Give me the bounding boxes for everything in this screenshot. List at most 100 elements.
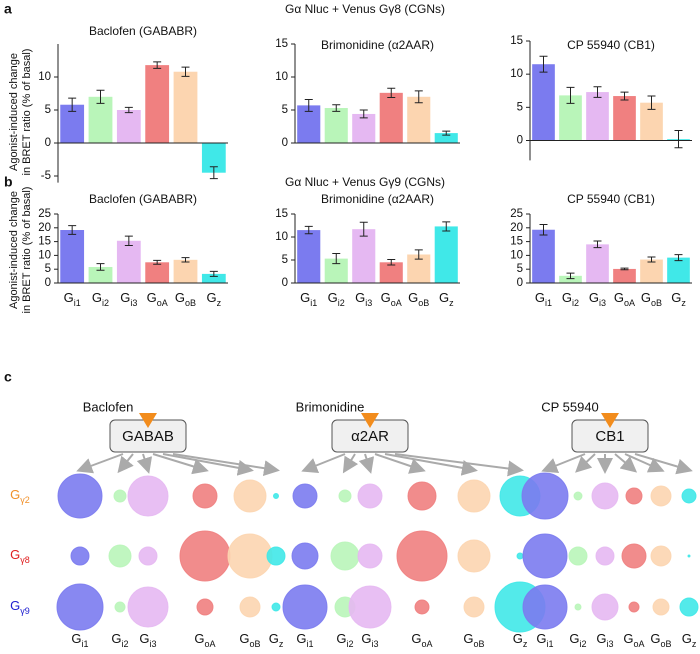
bar <box>613 96 636 141</box>
arrow <box>136 453 153 474</box>
error-bar <box>593 86 602 98</box>
category-label: Gγ9 <box>10 598 30 616</box>
chart-title: Baclofen (GABABR) <box>89 192 197 206</box>
bar <box>559 95 582 141</box>
bubble <box>407 481 437 511</box>
bubble <box>679 597 699 617</box>
bar <box>297 105 321 143</box>
category-label: Gi2 <box>569 631 586 649</box>
y-tick-label: 5 <box>282 254 288 266</box>
bubble <box>292 483 318 509</box>
agonist-label: Baclofen <box>83 399 134 414</box>
y-tick-label: -5 <box>41 170 51 182</box>
category-label: Gz <box>269 631 284 649</box>
error-bar <box>124 235 133 246</box>
bubble <box>348 585 392 629</box>
bubble <box>650 545 672 567</box>
bar <box>145 65 170 143</box>
category-label: GoA <box>614 290 635 308</box>
bar <box>116 240 141 283</box>
error-bar <box>153 61 162 69</box>
bubble <box>522 533 568 579</box>
y-tick-label: 15 <box>510 236 523 248</box>
y-tick-label: 0 <box>45 277 51 289</box>
category-label: GoA <box>147 290 168 308</box>
bar <box>173 259 198 283</box>
bubble <box>357 483 383 509</box>
bar <box>324 258 348 283</box>
bubble <box>591 593 619 621</box>
arrow <box>394 453 524 477</box>
y-tick-label: 0 <box>282 277 288 289</box>
category-label: Gi3 <box>120 290 137 308</box>
bar <box>116 110 141 143</box>
category-label: Gi2 <box>328 290 345 308</box>
category-label: Gi1 <box>536 631 553 649</box>
chart-title: Brimonidine (α2AAR) <box>321 192 434 206</box>
bar <box>640 102 663 141</box>
category-label: Gz <box>439 290 454 308</box>
error-bar <box>414 90 423 104</box>
bubble <box>70 546 90 566</box>
category-label: GoA <box>411 631 432 649</box>
error-bar <box>153 259 162 265</box>
arrow <box>76 453 124 474</box>
error-bar <box>620 91 629 101</box>
bar <box>379 262 403 283</box>
bubble <box>522 584 568 630</box>
bar <box>667 257 690 283</box>
bar <box>88 266 113 283</box>
arrow <box>624 453 665 473</box>
error-bar <box>68 225 77 235</box>
bar <box>407 96 431 143</box>
category-label: GoA <box>623 631 644 649</box>
bubble <box>227 533 273 579</box>
category-label: Gz <box>513 631 528 649</box>
bubble <box>650 485 672 507</box>
error-bar <box>414 249 423 260</box>
y-label-line: in BRET ratio (% of basal) <box>21 49 33 176</box>
bubble <box>573 491 583 501</box>
bubble <box>681 488 697 504</box>
bubble <box>114 601 126 613</box>
y-tick-label: 0 <box>517 135 523 147</box>
category-label: Gi2 <box>111 631 128 649</box>
y-tick-label: 10 <box>275 231 288 243</box>
error-bar <box>539 223 548 236</box>
arrow <box>358 453 375 474</box>
error-bar <box>209 270 218 277</box>
y-tick-label: 10 <box>510 249 523 261</box>
bubble <box>108 544 132 568</box>
arrow <box>384 453 478 476</box>
header: Gα Nluc + Venus Gγ9 (CGNs) <box>285 175 445 189</box>
error-bar <box>593 240 602 249</box>
bubble <box>56 583 104 631</box>
bar <box>532 64 555 141</box>
y-tick-label: 5 <box>45 104 51 116</box>
bubble <box>179 530 231 582</box>
y-tick-label: 15 <box>38 236 51 248</box>
y-tick-label: 10 <box>38 249 51 261</box>
y-label-line: Agonist-induced change <box>8 53 20 171</box>
category-label: GoB <box>239 631 260 649</box>
panel-label: c <box>4 369 12 385</box>
panel-label: b <box>4 174 13 190</box>
y-tick-label: 15 <box>275 38 288 50</box>
bubble <box>521 472 569 520</box>
bar <box>145 262 170 283</box>
category-label: Gi1 <box>296 631 313 649</box>
bubble <box>330 541 360 571</box>
bar <box>324 108 348 143</box>
category-label: Gi1 <box>71 631 88 649</box>
y-label-line: Agonist-induced change <box>8 191 20 309</box>
bubble <box>138 546 158 566</box>
bubble <box>568 546 588 566</box>
arrow <box>162 453 254 476</box>
y-label-line: in BRET ratio (% of basal) <box>21 187 33 314</box>
bubble <box>687 554 691 558</box>
category-label: Gi2 <box>336 631 353 649</box>
y-tick-label: 5 <box>45 263 51 275</box>
bubble <box>463 596 485 618</box>
bubble <box>591 482 619 510</box>
agonist-marker <box>361 413 379 428</box>
